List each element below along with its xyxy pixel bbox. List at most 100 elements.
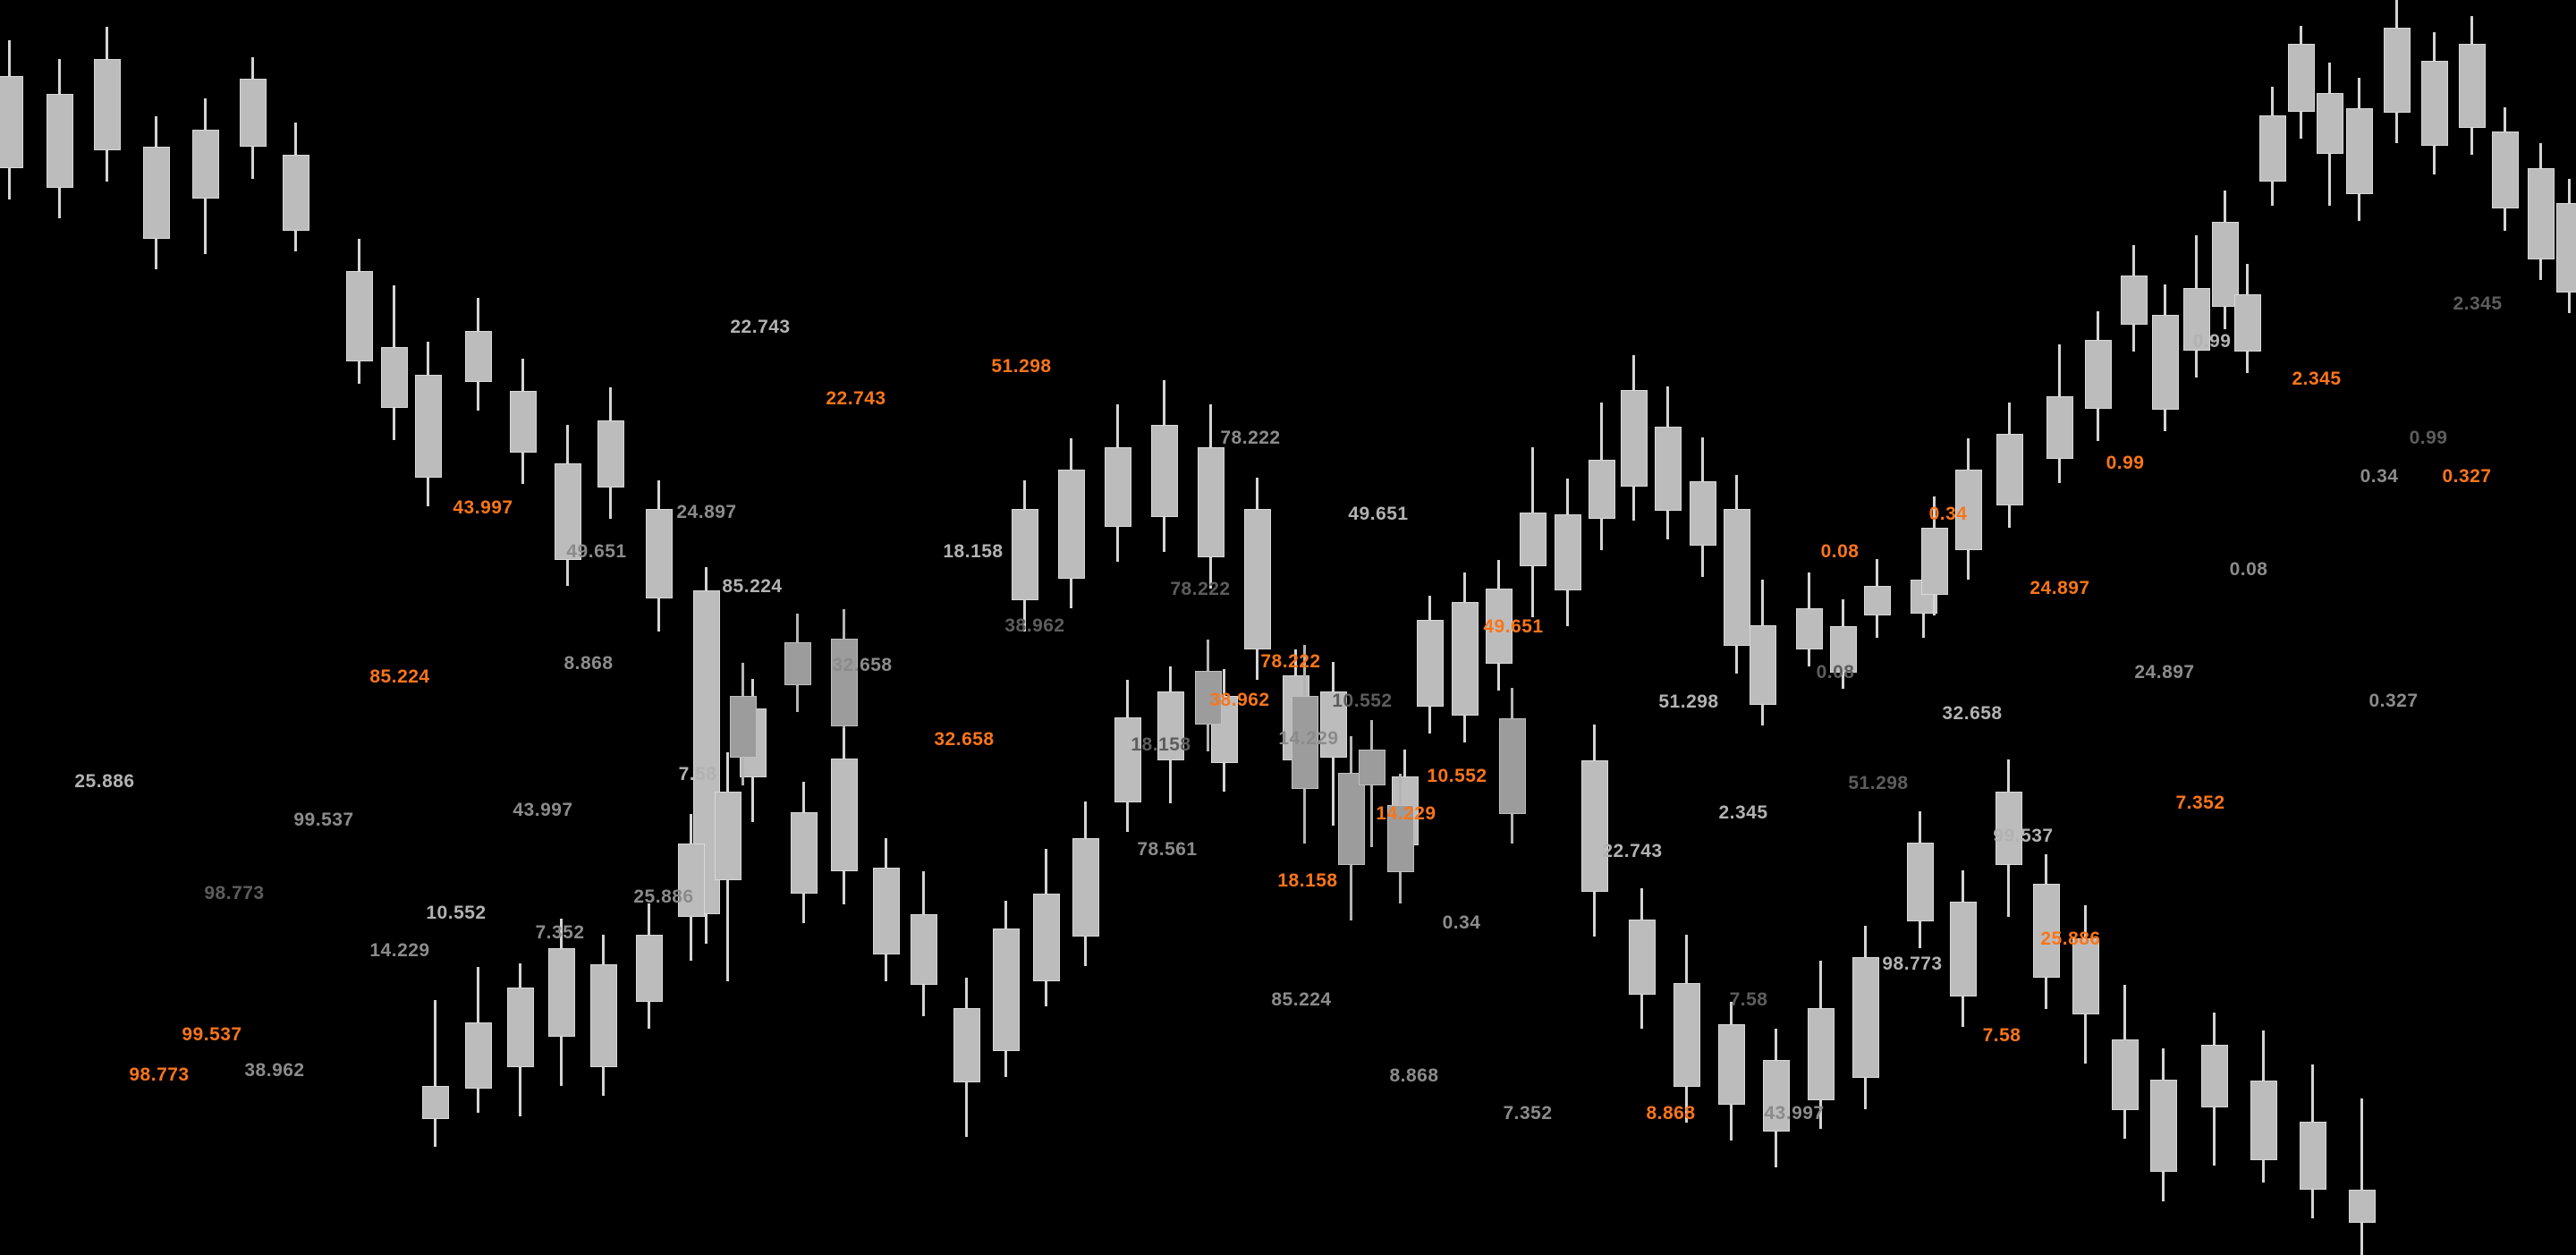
- candle-body: [1830, 626, 1857, 673]
- price-label: 49.651: [1483, 616, 1544, 637]
- candle-body: [2072, 938, 2099, 1014]
- price-label: 22.743: [1602, 841, 1663, 861]
- price-label: 0.34: [2360, 466, 2399, 487]
- price-label: 14.229: [1376, 803, 1436, 824]
- candle-body: [555, 463, 581, 560]
- price-label: 22.743: [730, 317, 791, 337]
- candle-body: [1417, 620, 1444, 707]
- price-label: 32.658: [934, 729, 995, 750]
- candle-body: [1320, 691, 1347, 758]
- price-label: 99.537: [182, 1024, 242, 1045]
- price-label: 99.537: [293, 810, 354, 830]
- price-label: 25.886: [74, 771, 135, 792]
- candle-body: [2349, 1190, 2376, 1223]
- price-label: 18.158: [1131, 734, 1191, 755]
- candle-body: [1996, 792, 2022, 865]
- candle-body: [2046, 396, 2073, 459]
- price-label: 7.58: [1982, 1025, 2021, 1046]
- candle-body: [465, 331, 492, 382]
- candle-body: [2234, 294, 2261, 352]
- candle-body: [381, 347, 408, 408]
- candle-body: [730, 696, 757, 758]
- candle-body: [1520, 513, 1546, 566]
- price-label: 22.743: [826, 388, 886, 409]
- price-label: 43.997: [453, 497, 513, 518]
- price-label: 43.997: [513, 800, 573, 820]
- candle-body: [1359, 750, 1385, 785]
- price-label: 51.298: [1848, 773, 1909, 793]
- candle-body: [2259, 115, 2286, 182]
- candle-body: [2212, 222, 2239, 307]
- candle-body: [465, 1022, 492, 1089]
- price-label: 85.224: [1271, 989, 1332, 1010]
- candle-body: [192, 130, 219, 199]
- candle-body: [993, 929, 1020, 1051]
- candle-body: [240, 79, 267, 147]
- candle-body: [283, 155, 309, 231]
- candle-body: [1338, 773, 1365, 865]
- candle-body: [143, 147, 170, 239]
- candle-body: [2250, 1081, 2277, 1160]
- price-label: 2.345: [2292, 369, 2342, 389]
- price-label: 32.658: [832, 655, 893, 675]
- candle-body: [911, 914, 937, 985]
- candle-body: [1012, 509, 1038, 600]
- candle-body: [2288, 44, 2315, 112]
- price-label: 7.352: [2175, 793, 2225, 813]
- candle-body: [715, 792, 741, 880]
- candle-body: [47, 94, 73, 188]
- candle-body: [2085, 340, 2112, 409]
- candle-body: [831, 759, 858, 871]
- candle-body: [953, 1008, 980, 1082]
- price-label: 98.773: [129, 1064, 190, 1085]
- price-label: 32.658: [1942, 703, 2003, 724]
- candle-wick: [433, 1000, 436, 1147]
- candle-body: [1292, 696, 1318, 789]
- price-label: 24.897: [2134, 662, 2195, 683]
- price-label: 0.08: [2229, 559, 2268, 580]
- candle-body: [1750, 625, 1776, 705]
- price-label: 49.651: [566, 541, 627, 562]
- price-label: 78.222: [1260, 651, 1321, 672]
- candle-body: [1033, 894, 1060, 981]
- price-label: 7.352: [1503, 1103, 1553, 1124]
- price-label: 85.224: [722, 576, 783, 597]
- candle-body: [597, 420, 624, 488]
- candle-body: [1058, 470, 1085, 579]
- price-label: 7.58: [678, 764, 717, 784]
- candle-body: [346, 271, 373, 361]
- candle-body: [1907, 843, 1934, 921]
- candle-body: [0, 76, 23, 168]
- price-label: 49.651: [1348, 504, 1409, 524]
- price-label: 85.224: [369, 666, 430, 687]
- price-label: 24.897: [2029, 578, 2090, 598]
- price-label: 0.99: [2106, 453, 2145, 473]
- candle-body: [94, 59, 121, 150]
- price-label: 8.868: [1646, 1103, 1696, 1124]
- price-label: 25.886: [633, 886, 694, 907]
- price-label: 0.34: [1928, 504, 1968, 524]
- price-label: 8.868: [1389, 1065, 1439, 1086]
- price-label: 10.552: [1332, 691, 1393, 711]
- price-label: 78.561: [1137, 839, 1198, 860]
- price-label: 99.537: [1993, 826, 2054, 846]
- candle-body: [1864, 586, 1891, 615]
- candle-body: [2492, 131, 2519, 208]
- candle-body: [1157, 691, 1184, 760]
- candle-wick: [2360, 1098, 2363, 1255]
- candle-body: [1655, 427, 1682, 511]
- candle-body: [2528, 168, 2555, 259]
- candle-body: [784, 642, 811, 685]
- candle-body: [1674, 983, 1700, 1087]
- candle-body: [1718, 1024, 1745, 1105]
- price-label: 38.962: [1004, 615, 1065, 636]
- candle-body: [1198, 447, 1224, 557]
- candle-body: [1808, 1008, 1835, 1100]
- price-label: 7.58: [1729, 989, 1768, 1010]
- price-label: 10.552: [426, 903, 487, 923]
- candle-body: [1796, 608, 1823, 649]
- price-label: 51.298: [1658, 691, 1719, 712]
- candle-body: [2150, 1080, 2177, 1172]
- candle-body: [1921, 528, 1948, 595]
- candle-body: [1244, 509, 1271, 649]
